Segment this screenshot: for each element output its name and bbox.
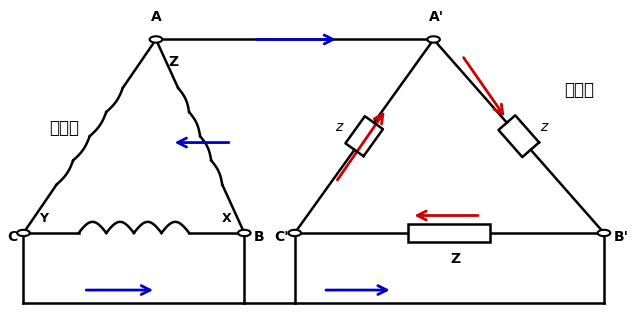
Text: C: C [7, 230, 17, 244]
Text: Z: Z [451, 252, 461, 266]
Text: 负载端: 负载端 [564, 81, 593, 99]
Text: z: z [335, 120, 342, 134]
Text: C': C' [274, 230, 288, 244]
Text: A': A' [429, 10, 444, 24]
Circle shape [598, 230, 611, 236]
Text: X: X [222, 212, 231, 225]
Text: 供电端: 供电端 [49, 119, 79, 137]
Text: Y: Y [39, 212, 48, 225]
Circle shape [427, 36, 440, 43]
Circle shape [150, 36, 162, 43]
Text: z: z [540, 120, 548, 134]
Circle shape [17, 230, 30, 236]
Circle shape [238, 230, 250, 236]
Text: B: B [254, 230, 264, 244]
Text: Z: Z [169, 55, 179, 69]
Circle shape [288, 230, 301, 236]
Text: A: A [151, 10, 161, 24]
Bar [408, 224, 490, 242]
Text: B': B' [614, 230, 628, 244]
